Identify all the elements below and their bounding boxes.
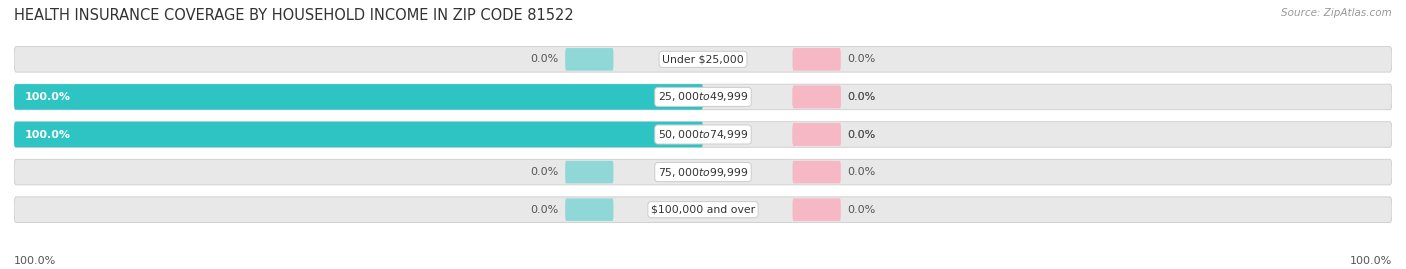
Text: 0.0%: 0.0% (530, 54, 558, 64)
FancyBboxPatch shape (565, 48, 613, 70)
Text: $25,000 to $49,999: $25,000 to $49,999 (658, 90, 748, 103)
Text: $75,000 to $99,999: $75,000 to $99,999 (658, 166, 748, 179)
Text: 0.0%: 0.0% (530, 167, 558, 177)
Text: 100.0%: 100.0% (24, 129, 70, 140)
Text: $50,000 to $74,999: $50,000 to $74,999 (658, 128, 748, 141)
Text: 0.0%: 0.0% (848, 205, 876, 215)
FancyBboxPatch shape (14, 122, 1392, 147)
Text: 100.0%: 100.0% (24, 92, 70, 102)
Text: 100.0%: 100.0% (1350, 256, 1392, 266)
Text: Source: ZipAtlas.com: Source: ZipAtlas.com (1281, 8, 1392, 18)
FancyBboxPatch shape (14, 47, 1392, 72)
FancyBboxPatch shape (14, 84, 703, 110)
FancyBboxPatch shape (793, 48, 841, 70)
FancyBboxPatch shape (565, 199, 613, 221)
FancyBboxPatch shape (793, 86, 841, 108)
Text: 0.0%: 0.0% (848, 92, 876, 102)
Text: 0.0%: 0.0% (530, 205, 558, 215)
Text: 0.0%: 0.0% (848, 54, 876, 64)
Text: Under $25,000: Under $25,000 (662, 54, 744, 64)
FancyBboxPatch shape (14, 159, 1392, 185)
FancyBboxPatch shape (14, 197, 1392, 222)
FancyBboxPatch shape (793, 161, 841, 183)
FancyBboxPatch shape (14, 122, 703, 147)
FancyBboxPatch shape (793, 86, 841, 108)
Text: 0.0%: 0.0% (848, 129, 876, 140)
FancyBboxPatch shape (14, 84, 1392, 110)
Text: 0.0%: 0.0% (848, 167, 876, 177)
FancyBboxPatch shape (793, 123, 841, 146)
Text: 100.0%: 100.0% (14, 256, 56, 266)
FancyBboxPatch shape (565, 161, 613, 183)
Text: $100,000 and over: $100,000 and over (651, 205, 755, 215)
Text: HEALTH INSURANCE COVERAGE BY HOUSEHOLD INCOME IN ZIP CODE 81522: HEALTH INSURANCE COVERAGE BY HOUSEHOLD I… (14, 8, 574, 23)
FancyBboxPatch shape (793, 199, 841, 221)
Text: 0.0%: 0.0% (848, 92, 876, 102)
Text: 0.0%: 0.0% (848, 129, 876, 140)
FancyBboxPatch shape (793, 123, 841, 146)
